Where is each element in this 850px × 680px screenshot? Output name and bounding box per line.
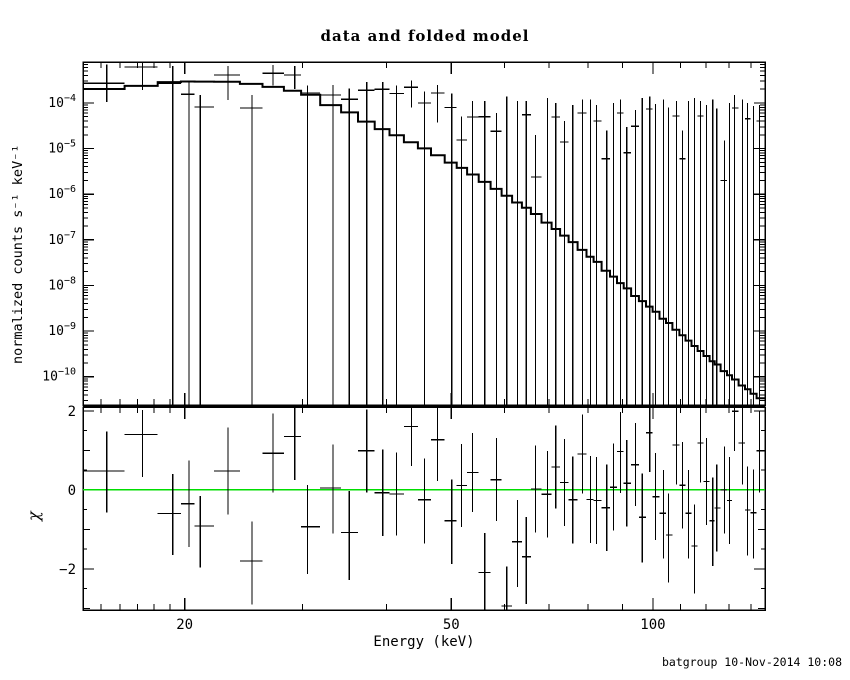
y-tick-label: 2 (68, 404, 76, 420)
y-tick-label: 10−4 (48, 93, 76, 111)
y-tick-label: −2 (59, 562, 76, 578)
plot-title: data and folded model (320, 27, 530, 45)
y-tick-label: 10−5 (48, 139, 76, 157)
y-tick-label: 10−9 (48, 321, 76, 339)
x-axis-label: Energy (keV) (373, 634, 475, 650)
y-tick-label: 10−7 (48, 230, 76, 248)
x-tick-label: 20 (176, 617, 193, 633)
y-tick-label: 0 (68, 483, 76, 499)
x-tick-label: 50 (443, 617, 460, 633)
timestamp-footer: batgroup 10-Nov-2014 10:08 (661, 655, 842, 669)
y-tick-label: 10−8 (48, 275, 76, 293)
x-tick-label: 100 (640, 617, 665, 633)
y-tick-label: 10−6 (48, 184, 76, 202)
y-tick-label: 10−10 (42, 367, 76, 385)
